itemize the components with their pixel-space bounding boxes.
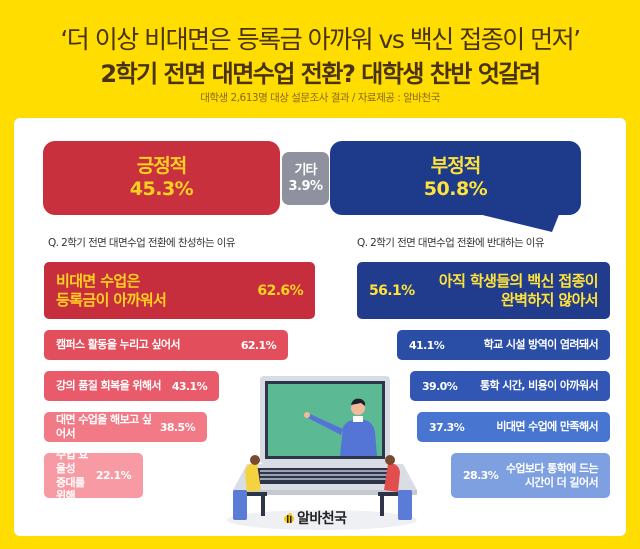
reason-against-bar: 56.1% 아직 학생들의 백신 접종이 완벽하지 않아서 [357,262,610,319]
headline-quote: ‘더 이상 비대면은 등록금 아까워 vs 백신 접종이 먼저’ [60,25,581,54]
reason-for-bar: 수업 효율성 증대를 위해 22.1% [44,448,143,502]
negative-value: 50.8% [423,178,488,200]
reason-for-value: 62.6% [257,282,303,299]
headline-main: 2학기 전면 대면수업 전환? 대학생 찬반 엇갈려 [100,60,541,88]
reason-for-value: 22.1% [95,469,132,482]
reason-for-value: 62.1% [240,338,277,352]
online-class-illustration [227,376,417,530]
reason-line: 시간이 더 길어서 [524,475,599,489]
reason-line: 아직 학생들의 백신 접종이 [438,271,599,290]
reason-for-bar: 대면 수업을 해보고 싶어서 38.5% [44,412,207,442]
negative-label: 부정적 [430,155,481,178]
reason-against-bar: 28.3% 수업보다 통학에 드는 시간이 더 길어서 [451,453,610,498]
reason-against-value: 28.3% [463,469,499,482]
other-label: 기타 [294,162,318,178]
reason-line: 증대를 위해 [56,475,85,503]
negative-summary-box: 부정적 50.8% [330,141,581,215]
reason-for-label: 캠퍼스 활동을 누리고 싶어서 [56,338,181,352]
reason-for-label: 비대면 수업은 등록금이 아까워서 [56,271,167,310]
other-summary-box: 기타 3.9% [282,152,329,205]
question-for: Q. 2학기 전면 대면수업 전환에 찬성하는 이유 [48,237,236,249]
question-against: Q. 2학기 전면 대면수업 전환에 반대하는 이유 [357,237,545,249]
reason-for-bar: 강의 품질 회복을 위해서 43.1% [44,371,219,401]
reason-against-label: 수업보다 통학에 드는 시간이 더 길어서 [505,461,599,490]
positive-label: 긍정적 [136,155,187,178]
other-value: 3.9% [288,178,323,194]
reason-against-value: 41.1% [409,338,445,352]
brand-name: 알바천국 [297,511,347,527]
reason-against-value: 56.1% [369,282,415,299]
reason-line: 등록금이 아까워서 [56,290,167,309]
positive-value: 45.3% [129,178,194,200]
reason-for-label: 대면 수업을 해보고 싶어서 [56,413,152,440]
reason-for-value: 38.5% [159,420,196,434]
reason-against-label: 아직 학생들의 백신 접종이 완벽하지 않아서 [438,271,599,310]
reason-against-label: 학교 시설 방역이 염려돼서 [483,338,599,352]
reason-for-label: 수업 효율성 증대를 위해 [56,448,96,503]
reason-line: 수업보다 통학에 드는 [505,461,599,475]
positive-summary-box: 긍정적 45.3% [43,141,280,215]
reason-for-bar: 비대면 수업은 등록금이 아까워서 62.6% [44,262,315,319]
bee-icon [284,513,294,523]
reason-against-bar: 41.1% 학교 시설 방역이 염려돼서 [397,330,610,360]
brand-logo: 알바천국 [283,508,347,528]
reason-against-label: 통학 시간, 비용이 아까워서 [480,379,599,393]
reason-against-label: 비대면 수업에 만족해서 [496,420,598,434]
survey-source: 대학생 2,613명 대상 설문조사 결과 / 자료제공 : 알바천국 [200,92,440,104]
reason-line: 완벽하지 않아서 [500,290,599,309]
reason-against-bar: 39.0% 통학 시간, 비용이 아까워서 [410,371,610,401]
reason-for-bar: 캠퍼스 활동을 누리고 싶어서 62.1% [44,330,288,360]
reason-against-value: 37.3% [429,420,465,434]
reason-for-value: 43.1% [171,379,208,393]
reason-line: 수업 효율성 [56,448,88,475]
reason-against-bar: 37.3% 비대면 수업에 만족해서 [417,412,610,442]
reason-for-label: 강의 품질 회복을 위해서 [56,379,161,393]
reason-line: 비대면 수업은 [56,271,140,290]
reason-against-value: 39.0% [422,379,458,393]
